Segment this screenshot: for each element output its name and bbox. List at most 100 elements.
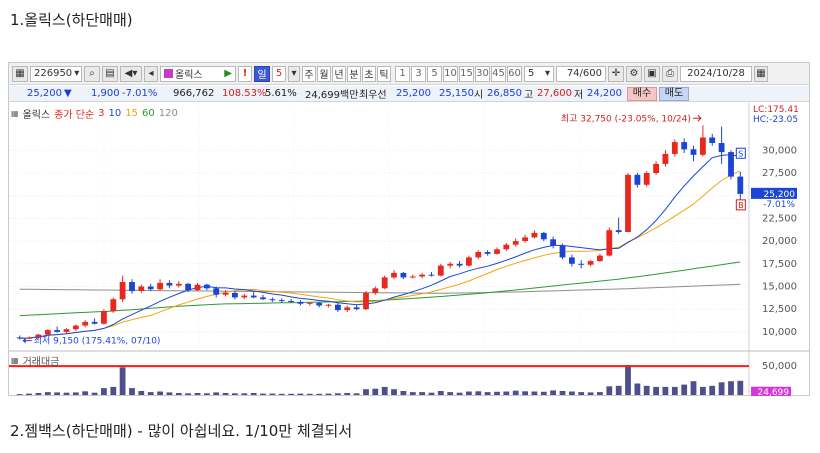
legend-ma-3: 3 [98, 108, 105, 119]
volume-bar [372, 388, 379, 395]
candle-body [204, 284, 210, 289]
candle-body [494, 249, 500, 254]
volume-bar [138, 391, 145, 395]
volume-bar [26, 393, 32, 395]
candle-body [82, 321, 89, 326]
calendar-icon-button[interactable]: ▦ [754, 65, 768, 82]
save-icon-button[interactable]: ▣ [644, 65, 660, 82]
volume-bar [428, 392, 435, 395]
minute-options: 1 3 5 10 15 30 45 60 [395, 65, 522, 82]
volume-bar [241, 393, 248, 395]
volume-bar [288, 393, 294, 395]
volume-bar [531, 391, 538, 395]
volume-bar [325, 393, 332, 395]
volume-bar [400, 391, 407, 395]
candle-body [222, 292, 229, 295]
volume-bar [391, 389, 397, 395]
stock-flag-icon [164, 69, 173, 78]
grid-menu-button[interactable]: ▦ [12, 65, 28, 82]
price-legend: ▦ 올릭스 종가 단순 3 10 15 60 120 [11, 106, 178, 121]
search-icon[interactable]: ▾ [74, 68, 80, 79]
alert-button[interactable]: ! [238, 65, 252, 82]
minute-option-3[interactable]: 10 [443, 65, 458, 82]
prev-stock-button[interactable]: ◂ [144, 65, 158, 82]
minute-option-4[interactable]: 15 [459, 65, 474, 82]
volume-bar [447, 392, 454, 395]
candle-body [194, 284, 201, 291]
volume-bar [615, 385, 622, 395]
speaker-icon-button[interactable]: ◀▾ [120, 65, 142, 82]
stock-code-value: 226950 [34, 68, 73, 79]
candle-body [709, 137, 716, 143]
period-count-input[interactable]: 5 [272, 65, 286, 82]
volume-bar [344, 393, 351, 395]
volume-bar [475, 391, 482, 396]
date-input[interactable]: 2024/10/28 [680, 65, 752, 82]
legend-ma-10: 10 [108, 108, 122, 119]
list-icon-button[interactable]: ▤ [102, 65, 118, 82]
period-dropdown-icon[interactable]: ▾ [288, 65, 300, 82]
candle-body [175, 283, 182, 286]
tab-period-0[interactable]: 주 [302, 65, 316, 82]
volume-bar [260, 393, 266, 395]
legend-stock-name: 올릭스 [22, 110, 51, 121]
volume-bar [681, 384, 688, 395]
tab-period-3[interactable]: 분 [347, 65, 361, 82]
volume-bar [278, 393, 285, 395]
price-chart[interactable]: 10,00012,50015,00017,50020,00022,50025,0… [9, 103, 809, 396]
candle-body [447, 263, 454, 266]
chevron-down-icon: ▾ [544, 68, 550, 79]
volume-bar [306, 393, 313, 395]
minute-option-6[interactable]: 45 [491, 65, 506, 82]
candle-body [643, 173, 650, 185]
volume-bar [437, 391, 444, 395]
candle-body [44, 330, 51, 335]
tab-period-2[interactable]: 년 [332, 65, 346, 82]
volume-bar [606, 386, 613, 395]
legend-grid-icon: ▦ [11, 109, 19, 118]
tab-period-1[interactable]: 월 [317, 65, 331, 82]
volume-value: 966,762 [173, 88, 215, 99]
volume-bar [409, 392, 416, 395]
volume-bar [91, 392, 98, 395]
minute-dropdown-value: 5 [528, 68, 535, 79]
print-icon-button[interactable]: ⎙ [662, 65, 678, 82]
candle-body [147, 286, 154, 290]
post-heading-2: 2.젬백스(하단매매) - 많이 아쉽네요. 1/10만 체결되서 [10, 422, 353, 440]
minute-option-7[interactable]: 60 [507, 65, 522, 82]
tab-period-4[interactable]: 초 [362, 65, 376, 82]
candle-body [335, 304, 341, 311]
stock-code-input[interactable]: 226950 ▾ [30, 65, 82, 82]
settings-icon-button[interactable]: ⚙ [626, 65, 642, 82]
price-panel-bg [9, 103, 809, 351]
sell-button[interactable]: 매도 [659, 87, 689, 101]
candle-body [531, 232, 538, 238]
volume-bar [232, 393, 238, 395]
tab-period-5[interactable]: 틱 [377, 65, 391, 82]
minute-option-1[interactable]: 3 [411, 65, 426, 82]
candle-body [119, 282, 126, 300]
volume-bar [494, 391, 500, 395]
volume-bar [709, 385, 716, 395]
candle-body [419, 274, 425, 277]
candle-body [157, 282, 163, 290]
minute-option-2[interactable]: 5 [427, 65, 442, 82]
candle-body [316, 302, 323, 306]
tab-day[interactable]: 일 [254, 65, 270, 82]
volume-bar [297, 393, 304, 395]
stock-name-field[interactable]: 올릭스 ▶ [160, 65, 236, 82]
search-icon-button[interactable]: ⌕ [84, 65, 100, 82]
crosshair-icon-button[interactable]: ✛ [608, 65, 624, 82]
minute-option-5[interactable]: 30 [475, 65, 490, 82]
candle-body [325, 304, 332, 306]
buy-button[interactable]: 매수 [627, 87, 657, 101]
minute-option-0[interactable]: 1 [395, 65, 410, 82]
volume-bar [222, 393, 229, 395]
candle-body [503, 244, 510, 250]
best-bid: 25,200 [396, 88, 431, 99]
volume-bar [44, 392, 51, 395]
minute-dropdown[interactable]: 5 ▾ [524, 65, 554, 82]
volume-bar [578, 392, 585, 395]
candle-body [437, 265, 444, 276]
